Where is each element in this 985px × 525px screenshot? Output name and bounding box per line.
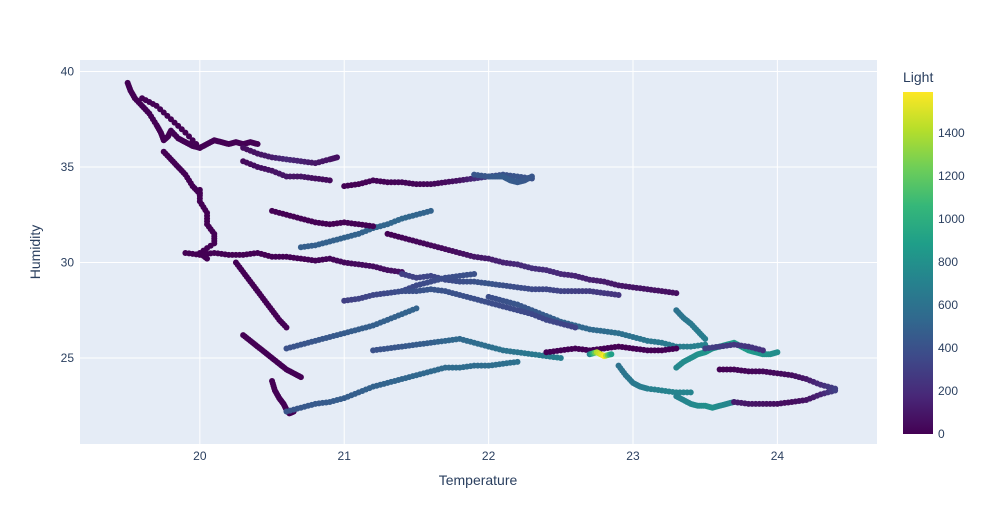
data-point	[370, 223, 377, 230]
x-tick-label: 23	[626, 449, 640, 463]
data-point	[673, 290, 680, 297]
grid-lines	[80, 60, 877, 444]
data-point	[189, 137, 196, 144]
colorbar-tick-label: 1000	[938, 212, 965, 226]
colorbar-tick-label: 600	[938, 298, 958, 312]
colorbar-tick-label: 200	[938, 384, 958, 398]
data-point	[608, 351, 615, 358]
y-tick-label: 30	[61, 256, 75, 270]
data-point	[673, 345, 680, 352]
data-point	[193, 141, 200, 148]
x-tick-label: 22	[482, 449, 496, 463]
y-axis-ticks: 25 30 35 40	[61, 64, 75, 365]
data-point	[759, 347, 766, 354]
data-points	[124, 79, 839, 417]
colorbar-ticks: 0 200 400 600 800 1000 1200 1400	[938, 126, 965, 441]
data-point	[326, 177, 333, 184]
y-tick-label: 40	[61, 64, 75, 78]
data-point	[832, 385, 839, 392]
data-point	[687, 389, 694, 396]
colorbar-tick-label: 1400	[938, 126, 965, 140]
data-point	[413, 305, 420, 312]
x-axis-title: Temperature	[439, 472, 518, 488]
data-point	[514, 358, 521, 365]
data-point	[204, 255, 211, 262]
data-point	[254, 141, 261, 148]
colorbar-tick-label: 400	[938, 341, 958, 355]
data-point	[615, 291, 622, 298]
data-point	[557, 355, 564, 362]
y-tick-label: 25	[61, 351, 75, 365]
data-point	[334, 154, 341, 161]
colorbar-tick-label: 0	[938, 427, 945, 441]
colorbar-title: Light	[903, 69, 933, 85]
data-point	[297, 374, 304, 381]
colorbar-tick-label: 1200	[938, 169, 965, 183]
data-point	[196, 144, 203, 151]
data-point	[528, 173, 535, 180]
x-axis-ticks: 20 21 22 23 24	[193, 449, 784, 463]
colorbar-tick-label: 800	[938, 255, 958, 269]
y-axis-title: Humidity	[27, 225, 43, 279]
data-point	[471, 270, 478, 277]
data-point	[427, 207, 434, 214]
y-tick-label: 35	[61, 160, 75, 174]
x-tick-label: 20	[193, 449, 207, 463]
x-tick-label: 21	[338, 449, 352, 463]
data-point	[572, 324, 579, 331]
data-point	[186, 133, 193, 140]
x-tick-label: 24	[771, 449, 785, 463]
data-point	[182, 129, 189, 136]
colorbar	[903, 92, 933, 434]
data-point	[283, 324, 290, 331]
data-point	[702, 335, 709, 342]
data-point	[774, 349, 781, 356]
